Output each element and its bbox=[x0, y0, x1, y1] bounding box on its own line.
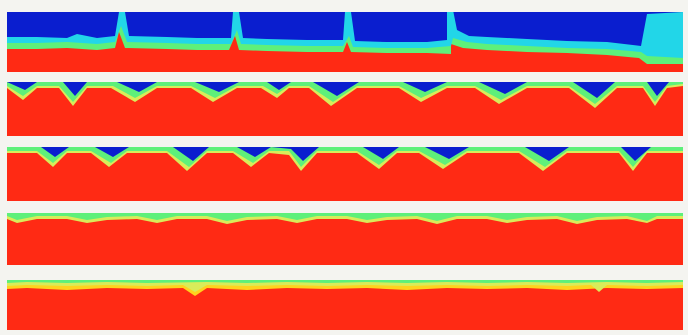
panel-4-image bbox=[7, 207, 683, 265]
heatmap-panel-4 bbox=[7, 207, 683, 265]
heatmap-panel-3 bbox=[7, 143, 683, 201]
heatmap-panel-5 bbox=[7, 272, 683, 330]
panel-5-top-margin bbox=[7, 272, 683, 280]
panel-3-blue-dips bbox=[7, 143, 683, 161]
panel-2-top-margin bbox=[7, 78, 683, 82]
panel-1-blue-band bbox=[7, 8, 683, 46]
panel-5-image bbox=[7, 272, 683, 330]
heatmap-panel-2 bbox=[7, 78, 683, 136]
panel-3-image bbox=[7, 143, 683, 201]
panel-1-top-margin bbox=[7, 8, 683, 12]
heatmap-panel-1 bbox=[7, 8, 683, 72]
panel-2-image bbox=[7, 78, 683, 136]
panel-1-image bbox=[7, 8, 683, 72]
panel-3-top-margin bbox=[7, 143, 683, 147]
panel-2-blue-dips bbox=[7, 78, 683, 98]
panel-4-top-margin bbox=[7, 207, 683, 213]
